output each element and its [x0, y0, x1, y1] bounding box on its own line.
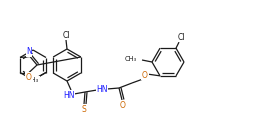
- Text: HN: HN: [63, 91, 75, 100]
- Text: O: O: [142, 70, 148, 79]
- Text: O: O: [26, 73, 32, 82]
- Text: N: N: [26, 47, 32, 56]
- Text: O: O: [120, 100, 126, 110]
- Text: CH₃: CH₃: [27, 77, 39, 82]
- Text: HN: HN: [96, 84, 108, 93]
- Text: Cl: Cl: [177, 33, 185, 42]
- Text: CH₃: CH₃: [125, 56, 137, 62]
- Text: Cl: Cl: [62, 30, 70, 39]
- Text: S: S: [82, 105, 86, 114]
